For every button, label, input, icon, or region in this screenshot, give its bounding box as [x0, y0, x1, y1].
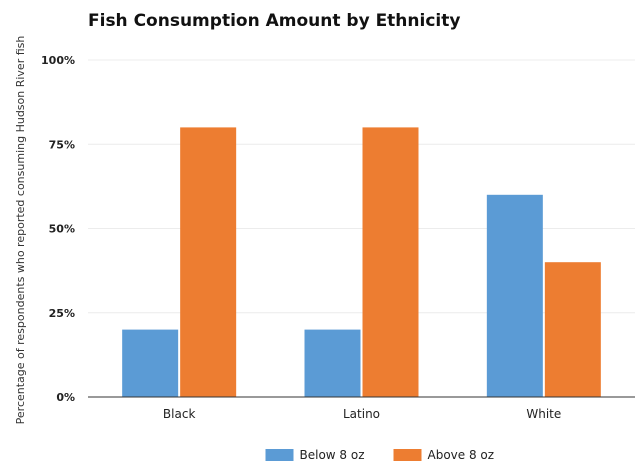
- y-tick-label: 0%: [56, 391, 75, 404]
- legend: Below 8 oz Above 8 oz: [265, 448, 495, 462]
- x-axis-ticks: Black Latino White: [163, 407, 561, 421]
- y-tick-label: 100%: [41, 54, 75, 67]
- bar-white-below-8oz: [486, 194, 543, 397]
- chart-title: Fish Consumption Amount by Ethnicity: [88, 11, 460, 31]
- y-tick-label: 25%: [49, 307, 75, 320]
- legend-label: Below 8 oz: [300, 448, 365, 462]
- y-axis-ticks: 0% 25% 50% 75% 100%: [41, 54, 75, 404]
- x-tick-label: White: [526, 407, 561, 421]
- bar-latino-below-8oz: [304, 329, 361, 397]
- x-tick-label: Latino: [343, 407, 380, 421]
- y-tick-label: 50%: [49, 223, 75, 236]
- legend-swatch: [393, 449, 422, 461]
- bar-latino-above-8oz: [362, 127, 419, 398]
- legend-swatch: [265, 449, 294, 461]
- bars: [122, 127, 601, 398]
- grid: [88, 59, 635, 314]
- bar-black-below-8oz: [122, 329, 179, 397]
- x-tick-label: Black: [163, 407, 196, 421]
- bar-white-above-8oz: [544, 262, 601, 397]
- bar-black-above-8oz: [180, 127, 237, 398]
- y-axis-label: Percentage of respondents who reported c…: [14, 36, 27, 425]
- y-tick-label: 75%: [49, 138, 75, 151]
- legend-label: Above 8 oz: [428, 448, 495, 462]
